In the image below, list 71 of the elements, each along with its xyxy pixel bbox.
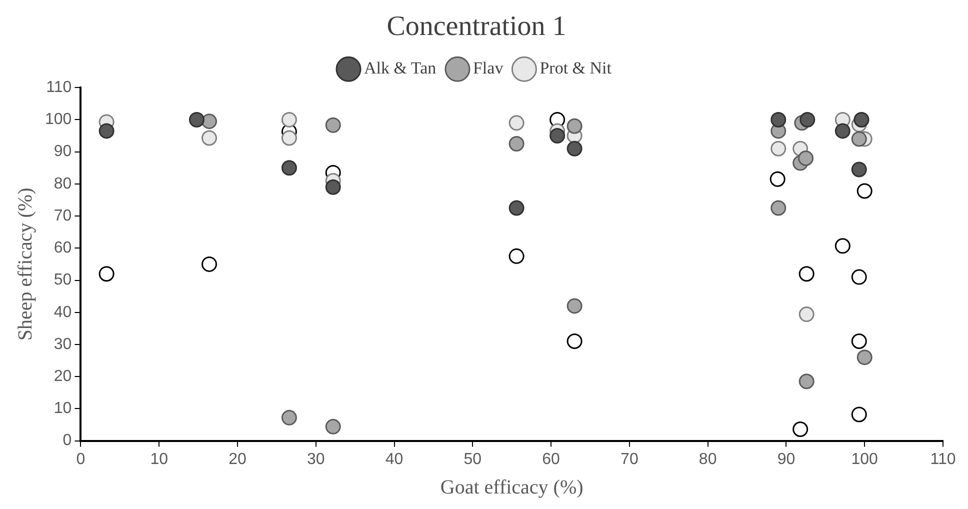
point bbox=[798, 306, 814, 322]
x-tick-label: 50 bbox=[464, 450, 482, 468]
point bbox=[202, 256, 218, 272]
point bbox=[508, 115, 524, 131]
x-axis-title: Goat efficacy (%) bbox=[440, 476, 584, 498]
point bbox=[98, 266, 114, 282]
point bbox=[508, 136, 524, 152]
point bbox=[770, 112, 786, 128]
point bbox=[770, 200, 786, 216]
point bbox=[550, 128, 566, 144]
y-tick-label: 0 bbox=[62, 432, 72, 450]
legend-label: Alk & Tan bbox=[364, 58, 437, 78]
point bbox=[325, 418, 341, 434]
point bbox=[281, 130, 297, 146]
point bbox=[792, 421, 808, 437]
point bbox=[188, 112, 204, 128]
legend-label: Flav bbox=[472, 58, 504, 78]
point bbox=[566, 334, 582, 350]
x-tick-label: 100 bbox=[851, 450, 878, 468]
point bbox=[281, 410, 297, 426]
point bbox=[508, 200, 524, 216]
y-tick-label: 100 bbox=[44, 111, 72, 128]
point bbox=[851, 406, 867, 422]
x-tick-label: 70 bbox=[620, 450, 638, 468]
point bbox=[800, 112, 816, 128]
point bbox=[856, 350, 872, 366]
point bbox=[798, 150, 814, 166]
y-axis-title: Sheep efficacy (%) bbox=[14, 188, 36, 341]
x-tick-label: 20 bbox=[228, 450, 246, 468]
x-tick-label: 0 bbox=[76, 450, 86, 468]
y-tick-label: 80 bbox=[54, 175, 72, 192]
chart-title: Concentration 1 bbox=[386, 11, 566, 42]
point bbox=[281, 160, 297, 176]
point bbox=[834, 238, 850, 254]
y-tick-label: 70 bbox=[54, 207, 72, 224]
y-tick-label: 60 bbox=[54, 240, 72, 257]
x-tick-label: 30 bbox=[306, 450, 325, 468]
point bbox=[851, 131, 867, 147]
point bbox=[770, 171, 786, 187]
x-tick-label: 110 bbox=[930, 450, 956, 468]
point bbox=[566, 118, 582, 134]
y-tick-label: 110 bbox=[46, 79, 72, 96]
point bbox=[566, 298, 582, 314]
x-tick-label: 80 bbox=[698, 450, 717, 468]
point bbox=[856, 183, 872, 199]
point bbox=[851, 162, 867, 178]
point bbox=[508, 248, 524, 264]
x-tick-label: 60 bbox=[542, 450, 560, 468]
y-tick-label: 50 bbox=[54, 272, 72, 289]
point bbox=[566, 140, 582, 156]
legend-label: Prot & Nit bbox=[540, 58, 612, 78]
point bbox=[98, 123, 114, 139]
point bbox=[834, 123, 850, 139]
y-tick-label: 90 bbox=[54, 143, 72, 160]
y-tick-label: 30 bbox=[54, 336, 72, 353]
point bbox=[202, 114, 218, 130]
point bbox=[325, 179, 341, 195]
point bbox=[798, 374, 814, 390]
point bbox=[798, 266, 814, 282]
point bbox=[281, 112, 297, 128]
point bbox=[770, 140, 786, 156]
point bbox=[851, 269, 867, 285]
x-tick-label: 40 bbox=[385, 450, 404, 468]
point bbox=[851, 334, 867, 350]
y-tick-label: 10 bbox=[54, 400, 72, 418]
y-tick-label: 40 bbox=[54, 304, 72, 321]
x-tick-label: 10 bbox=[150, 450, 168, 468]
y-tick-label: 20 bbox=[54, 368, 72, 385]
x-tick-label: 90 bbox=[777, 450, 796, 468]
point bbox=[325, 117, 341, 133]
point bbox=[202, 130, 218, 146]
